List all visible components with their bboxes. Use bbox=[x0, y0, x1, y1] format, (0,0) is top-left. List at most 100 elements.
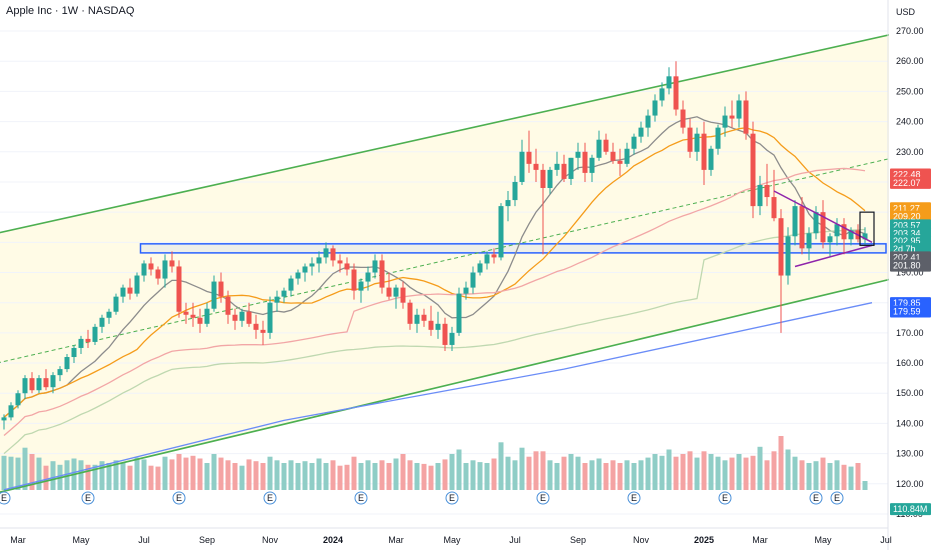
candle[interactable] bbox=[750, 133, 756, 207]
candle[interactable] bbox=[848, 230, 854, 240]
candle[interactable] bbox=[498, 206, 504, 258]
candle[interactable] bbox=[470, 272, 476, 288]
candle[interactable] bbox=[190, 314, 196, 318]
candle[interactable] bbox=[680, 109, 686, 128]
candle[interactable] bbox=[533, 163, 539, 170]
candle[interactable] bbox=[505, 200, 511, 207]
candle[interactable] bbox=[722, 115, 728, 128]
candle[interactable] bbox=[813, 212, 819, 234]
candle[interactable] bbox=[673, 76, 679, 110]
candle[interactable] bbox=[512, 181, 518, 201]
candle[interactable] bbox=[337, 260, 343, 264]
candle[interactable] bbox=[169, 260, 175, 267]
candle[interactable] bbox=[15, 393, 21, 406]
candle[interactable] bbox=[330, 248, 336, 261]
candle[interactable] bbox=[414, 314, 420, 324]
candle[interactable] bbox=[246, 311, 252, 324]
candle[interactable] bbox=[225, 296, 231, 315]
candle[interactable] bbox=[589, 157, 595, 173]
candle[interactable] bbox=[134, 275, 140, 294]
candle[interactable] bbox=[372, 260, 378, 273]
candle[interactable] bbox=[771, 197, 777, 219]
candle[interactable] bbox=[428, 320, 434, 330]
candle[interactable] bbox=[302, 266, 308, 273]
candle[interactable] bbox=[652, 100, 658, 116]
candle[interactable] bbox=[358, 281, 364, 291]
channel-mid-line[interactable] bbox=[0, 157, 894, 363]
candle[interactable] bbox=[127, 287, 133, 294]
candle[interactable] bbox=[491, 254, 497, 258]
candle[interactable] bbox=[71, 347, 77, 358]
candle[interactable] bbox=[316, 257, 322, 264]
candle[interactable] bbox=[120, 287, 126, 297]
candle[interactable] bbox=[274, 296, 280, 303]
candle[interactable] bbox=[92, 326, 98, 342]
earnings-icon[interactable] bbox=[263, 491, 277, 505]
triangle-bottom-line[interactable] bbox=[794, 244, 873, 268]
candle[interactable] bbox=[442, 323, 448, 345]
candle[interactable] bbox=[295, 272, 301, 279]
candle[interactable] bbox=[645, 115, 651, 128]
candle[interactable] bbox=[50, 375, 56, 388]
candle[interactable] bbox=[617, 160, 623, 164]
candle[interactable] bbox=[176, 266, 182, 312]
candle[interactable] bbox=[113, 296, 119, 312]
candle[interactable] bbox=[820, 212, 826, 243]
candle[interactable] bbox=[8, 405, 14, 418]
candle[interactable] bbox=[162, 260, 168, 279]
candle[interactable] bbox=[701, 133, 707, 170]
earnings-icon[interactable] bbox=[81, 491, 95, 505]
candle[interactable] bbox=[596, 139, 602, 158]
highlight-rect[interactable] bbox=[859, 211, 875, 246]
candle[interactable] bbox=[393, 287, 399, 297]
candle[interactable] bbox=[659, 88, 665, 101]
candle[interactable] bbox=[204, 308, 210, 324]
candle[interactable] bbox=[757, 184, 763, 207]
candle[interactable] bbox=[309, 263, 315, 267]
candle[interactable] bbox=[379, 260, 385, 288]
candle[interactable] bbox=[323, 248, 329, 258]
channel-upper-line[interactable] bbox=[0, 33, 894, 234]
candle[interactable] bbox=[547, 169, 553, 188]
earnings-icon[interactable] bbox=[718, 491, 732, 505]
candle[interactable] bbox=[792, 206, 798, 237]
candle[interactable] bbox=[736, 100, 742, 119]
candle[interactable] bbox=[99, 317, 105, 327]
candle[interactable] bbox=[43, 378, 49, 388]
channel-lower-line[interactable] bbox=[0, 277, 894, 493]
candle[interactable] bbox=[148, 263, 154, 270]
candle[interactable] bbox=[141, 263, 147, 276]
candle[interactable] bbox=[106, 311, 112, 318]
candle[interactable] bbox=[211, 281, 217, 309]
earnings-icon[interactable] bbox=[0, 491, 11, 505]
earnings-icon[interactable] bbox=[830, 491, 844, 505]
candle[interactable] bbox=[554, 163, 560, 170]
candle[interactable] bbox=[799, 206, 805, 249]
candle[interactable] bbox=[631, 136, 637, 149]
candle[interactable] bbox=[463, 287, 469, 294]
earnings-icon[interactable] bbox=[354, 491, 368, 505]
candle[interactable] bbox=[218, 281, 224, 297]
candle[interactable] bbox=[351, 269, 357, 291]
candle[interactable] bbox=[365, 272, 371, 282]
candle[interactable] bbox=[183, 311, 189, 315]
earnings-icon[interactable] bbox=[536, 491, 550, 505]
candle[interactable] bbox=[197, 317, 203, 324]
candle[interactable] bbox=[540, 169, 546, 188]
candle[interactable] bbox=[729, 115, 735, 119]
candle[interactable] bbox=[29, 378, 35, 391]
candle[interactable] bbox=[743, 100, 749, 134]
candle[interactable] bbox=[239, 311, 245, 321]
candle[interactable] bbox=[561, 163, 567, 179]
candle[interactable] bbox=[386, 287, 392, 297]
support-box[interactable] bbox=[139, 243, 887, 254]
candle[interactable] bbox=[85, 338, 91, 342]
candle[interactable] bbox=[526, 151, 532, 164]
candle[interactable] bbox=[155, 269, 161, 279]
candle[interactable] bbox=[477, 263, 483, 273]
candle[interactable] bbox=[78, 338, 84, 348]
candle[interactable] bbox=[666, 76, 672, 89]
candle[interactable] bbox=[288, 278, 294, 291]
candle[interactable] bbox=[267, 302, 273, 333]
